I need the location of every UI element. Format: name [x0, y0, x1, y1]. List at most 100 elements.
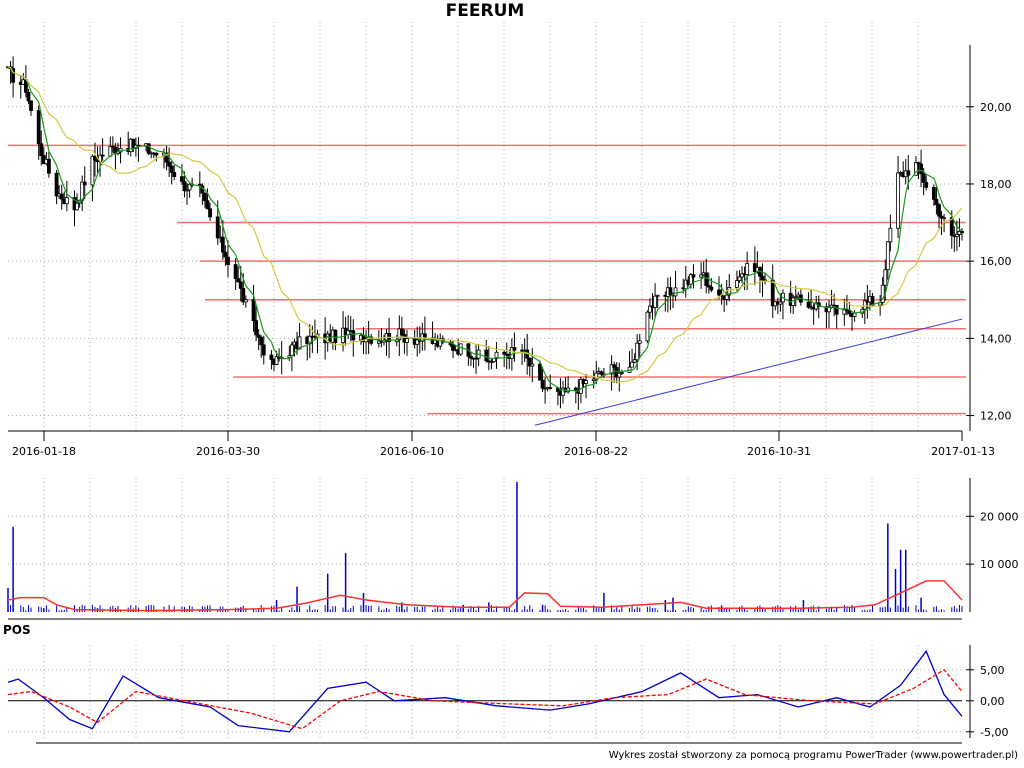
candle-body [888, 227, 893, 243]
candle-body [635, 342, 640, 361]
candle-body [274, 356, 279, 365]
candle-body [512, 347, 517, 351]
candle-body [957, 230, 962, 235]
price-y-tick-label: 18,00 [980, 178, 1012, 191]
candle-body [632, 359, 637, 363]
candle-body [208, 208, 212, 218]
price-y-tick-label: 12,00 [980, 410, 1012, 423]
candle-body [233, 264, 238, 280]
candle-body [220, 236, 225, 253]
candle-body [885, 241, 890, 271]
candle-body [223, 251, 228, 258]
chart-title: FEERUM [445, 1, 525, 21]
candle-body [745, 263, 750, 276]
pos-y-tick-label: 0,00 [980, 695, 1005, 708]
candle-body [914, 162, 918, 176]
candle-body [29, 100, 33, 112]
candle-body [717, 289, 721, 296]
candle-body [599, 371, 604, 375]
candle-body [949, 217, 954, 236]
candle-body [668, 287, 673, 296]
candle-body [226, 256, 230, 265]
volume-y-tick-label: 20 000 [980, 510, 1019, 523]
candle-body [185, 189, 189, 192]
candle-body [241, 288, 246, 303]
candle-body [954, 234, 959, 237]
candle-body [880, 284, 885, 303]
candle-body [706, 285, 711, 288]
candle-body [852, 312, 857, 317]
footer-credit: Wykres został stworzony za pomocą progra… [608, 750, 1018, 761]
candle-body [154, 152, 159, 156]
candle-body [351, 330, 356, 341]
candle-body [655, 294, 660, 297]
candle-body [205, 200, 210, 210]
volume-bars-group [7, 481, 963, 612]
candle-body [584, 380, 588, 384]
price-y-tick-label: 14,00 [980, 332, 1012, 345]
candle-body [307, 335, 312, 345]
candle-body [573, 387, 578, 391]
candle-body [653, 295, 657, 308]
candle-body [167, 161, 172, 167]
candle-body [180, 176, 184, 182]
candle-body [591, 378, 596, 381]
candle-body [484, 349, 489, 362]
candle-body [451, 344, 455, 351]
volume-y-tick-label: 10 000 [980, 558, 1019, 571]
candle-body [405, 338, 409, 343]
candle-body [760, 275, 765, 281]
candle-body [146, 143, 151, 154]
candle-body [916, 162, 921, 165]
candle-body [369, 336, 374, 344]
candle-body [931, 187, 936, 200]
candle-body [939, 215, 944, 219]
candle-body [82, 181, 87, 186]
candle-body [834, 305, 839, 315]
candle-body [594, 372, 599, 380]
price-x-tick-label: 2016-01-18 [12, 445, 76, 458]
candle-body [724, 294, 729, 300]
pos-series-line [7, 649, 963, 733]
candle-body [637, 340, 642, 344]
candle-body [251, 299, 256, 322]
candle-body [617, 372, 622, 378]
candle-body [90, 155, 95, 186]
candle-body [187, 183, 192, 191]
pos-y-tick-label: 5,00 [980, 664, 1005, 677]
candle-body [261, 344, 266, 356]
candle-body [269, 354, 274, 360]
candle-body [883, 269, 888, 286]
candle-body [458, 343, 463, 355]
candle-body [494, 351, 499, 359]
candle-body [934, 198, 939, 206]
candle-body [172, 171, 177, 178]
pos-signal-line [7, 668, 963, 730]
candle-body [39, 143, 44, 157]
candle-body [579, 379, 583, 394]
candle-body [236, 278, 241, 283]
candle-body [75, 202, 79, 211]
candle-body [502, 351, 507, 355]
candle-body [54, 172, 59, 197]
candle-body [422, 333, 427, 339]
candle-body [415, 339, 420, 345]
trendline [534, 318, 963, 426]
candle-body [256, 334, 261, 338]
price-x-tick-label: 2016-06-10 [380, 445, 444, 458]
candle-body [919, 163, 923, 175]
price-x-tick-label: 2016-03-30 [196, 445, 260, 458]
candle-body [630, 361, 634, 368]
candle-body [203, 192, 207, 202]
candle-body [827, 307, 831, 313]
candle-body [896, 172, 900, 229]
candle-body [704, 272, 709, 286]
candle-body [530, 363, 535, 367]
pos-y-tick-label: -5,00 [980, 726, 1008, 739]
candle-body [59, 193, 64, 200]
candle-body [960, 230, 964, 233]
candle-body [806, 301, 811, 308]
candle-body [612, 364, 617, 368]
